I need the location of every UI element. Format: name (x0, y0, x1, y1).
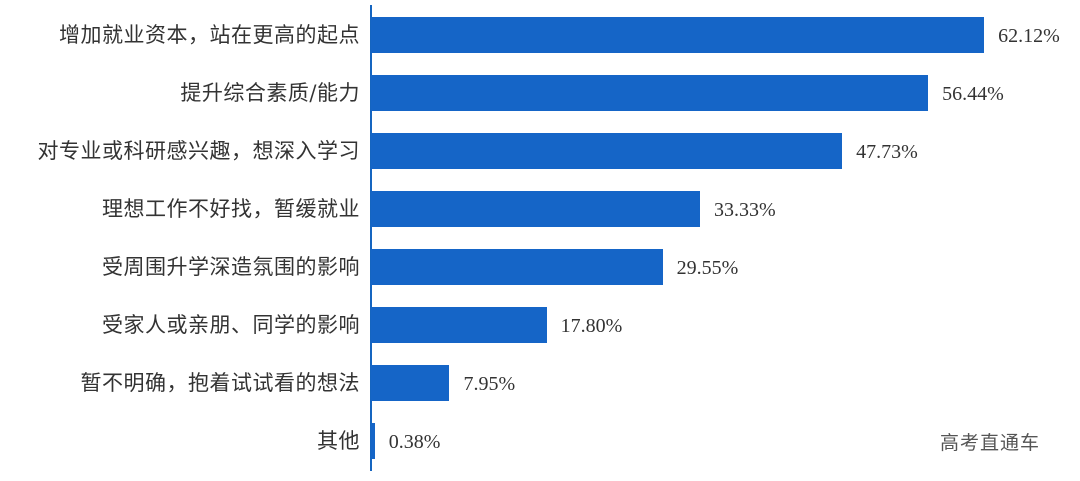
bar-row: 其他 0.38% (0, 423, 1080, 459)
bar-row: 暂不明确，抱着试试看的想法 7.95% (0, 365, 1080, 401)
category-label: 对专业或科研感兴趣，想深入学习 (37, 139, 360, 163)
category-label: 其他 (317, 429, 360, 453)
value-label: 33.33% (713, 199, 776, 221)
category-label: 增加就业资本，站在更高的起点 (59, 23, 360, 47)
watermark: 高考直通车 (940, 432, 1041, 454)
value-label: 62.12% (998, 25, 1060, 47)
value-label: 47.73% (856, 141, 918, 163)
bar-row: 理想工作不好找，暂缓就业 33.33% (0, 191, 1080, 227)
bar-row: 受家人或亲朋、同学的影响 17.80% (0, 307, 1080, 343)
category-label: 受家人或亲朋、同学的影响 (102, 313, 360, 337)
bar (371, 307, 547, 343)
bar-row: 受周围升学深造氛围的影响 29.55% (0, 249, 1080, 285)
value-label: 29.55% (676, 257, 739, 279)
category-label: 理想工作不好找，暂缓就业 (102, 197, 360, 221)
value-label: 56.44% (942, 83, 1004, 105)
category-label: 受周围升学深造氛围的影响 (102, 255, 360, 279)
category-label: 暂不明确，抱着试试看的想法 (80, 371, 360, 395)
bar-row: 增加就业资本，站在更高的起点 62.12% (0, 17, 1080, 53)
bar-row: 对专业或科研感兴趣，想深入学习 47.73% (0, 133, 1080, 169)
bar-row: 提升综合素质/能力 56.44% (0, 75, 1080, 111)
value-label: 7.95% (463, 373, 516, 395)
y-axis-line (370, 5, 372, 471)
bar (371, 75, 929, 111)
bar (371, 17, 985, 53)
category-label: 提升综合素质/能力 (180, 81, 360, 105)
bar (371, 365, 450, 401)
bar (371, 133, 843, 169)
value-label: 17.80% (560, 315, 623, 337)
value-label: 0.38% (388, 431, 441, 453)
bar (371, 249, 663, 285)
bar (371, 191, 700, 227)
bar (371, 423, 375, 459)
